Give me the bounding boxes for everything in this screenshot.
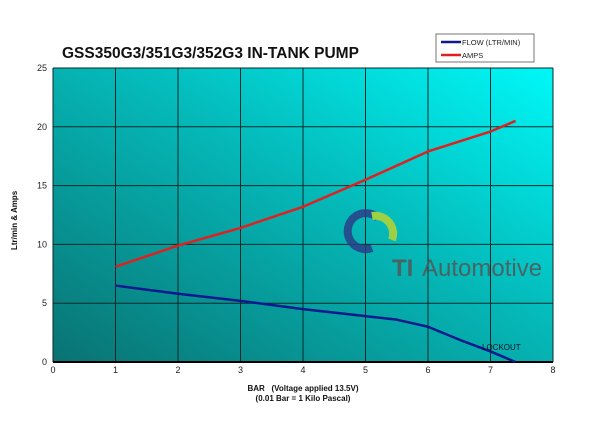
x-tick-label: 2 xyxy=(175,365,180,375)
legend: FLOW (LTR/MIN) AMPS xyxy=(435,33,535,63)
y-tick-label: 0 xyxy=(42,357,47,367)
x-tick-label: 5 xyxy=(363,365,368,375)
x-tick-label: 8 xyxy=(550,365,555,375)
series-line-flow xyxy=(115,284,516,364)
chart-title: GSS350G3/351G3/352G3 IN-TANK PUMP xyxy=(62,45,359,62)
watermark-logo: TI Automotive xyxy=(343,209,542,282)
svg-text:Automotive: Automotive xyxy=(422,255,542,282)
x-tick-label: 7 xyxy=(488,365,493,375)
y-tick-label: 25 xyxy=(37,63,47,73)
x-tick-label: 3 xyxy=(238,365,243,375)
x-tick-label: 0 xyxy=(50,365,55,375)
x-axis-label: BAR (Voltage applied 13.5V) xyxy=(248,384,359,393)
x-tick-label: 6 xyxy=(425,365,430,375)
annotation-lockout: LOCKOUT xyxy=(482,343,521,352)
grid xyxy=(52,67,554,363)
y-tick-label: 20 xyxy=(37,122,47,132)
y-axis-label: Ltr/min & Amps xyxy=(10,190,19,250)
x-tick-label: 4 xyxy=(300,365,305,375)
svg-text:TI: TI xyxy=(392,255,413,282)
x-tick-label: 1 xyxy=(113,365,118,375)
legend-label-amps: AMPS xyxy=(462,51,483,60)
x-axis-label-2: (0.01 Bar = 1 Kilo Pascal) xyxy=(256,394,351,403)
legend-label-flow: FLOW (LTR/MIN) xyxy=(462,38,521,47)
series-line-amps xyxy=(115,119,516,268)
y-tick-label: 10 xyxy=(37,239,47,249)
y-tick-label: 15 xyxy=(37,181,47,191)
y-tick-label: 5 xyxy=(42,298,47,308)
